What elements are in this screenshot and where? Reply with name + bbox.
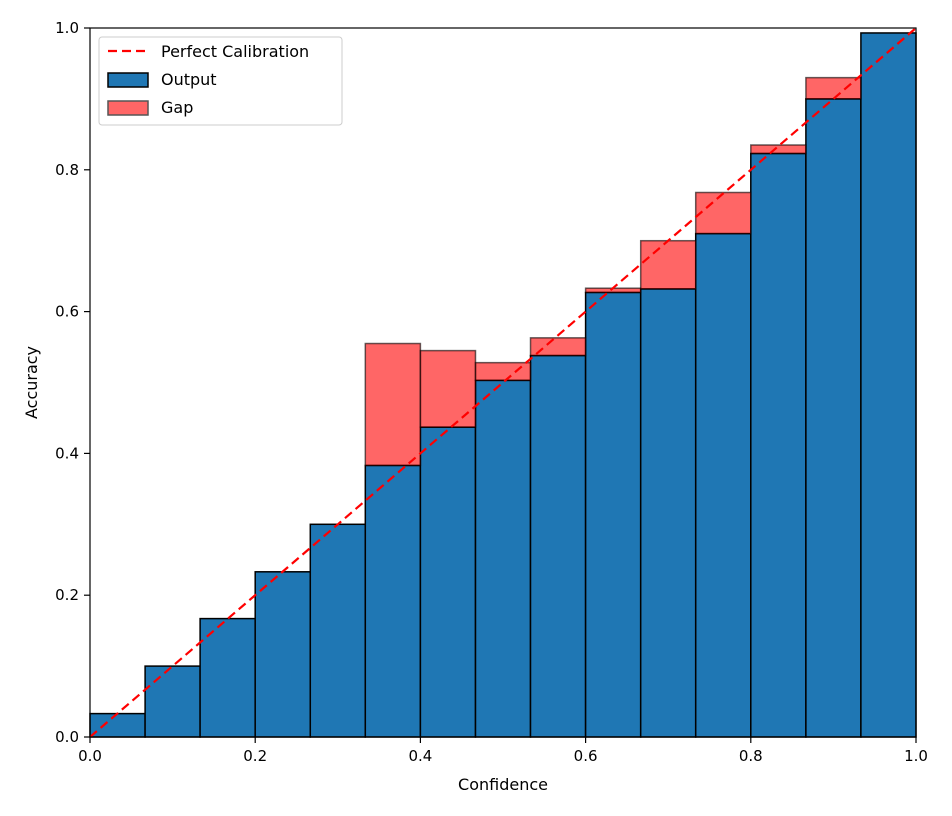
output-bar (254, 571, 312, 738)
output-bar (89, 712, 146, 738)
gap-bar (694, 191, 752, 235)
y-tick-label: 0.0 (55, 728, 79, 746)
gap-bar (474, 361, 532, 382)
gap-bar (419, 349, 477, 428)
output-bar (199, 617, 256, 738)
output-bar (529, 354, 587, 738)
x-tick-label: 0.8 (739, 747, 763, 765)
output-bar (694, 232, 752, 738)
output-bar (805, 98, 862, 738)
plot-frame (89, 27, 917, 738)
y-tick-label: 0.2 (55, 586, 79, 604)
output-bar (419, 426, 477, 738)
y-tick-label: 0.8 (55, 161, 79, 179)
y-tick-label: 0.6 (55, 303, 79, 321)
legend-label-perfect-calibration: Perfect Calibration (161, 42, 309, 61)
y-tick-label: 1.0 (55, 19, 79, 37)
output-bar (639, 288, 697, 738)
output-bar (584, 291, 642, 738)
legend-label-gap: Gap (161, 98, 193, 117)
gap-bar (364, 342, 422, 467)
legend-label-output: Output (161, 70, 217, 89)
output-bars (89, 32, 917, 738)
output-bar (860, 32, 917, 738)
output-bar (750, 152, 807, 738)
gap-bar (750, 144, 807, 155)
x-tick-label: 0.0 (78, 747, 102, 765)
legend-swatch-gap (107, 100, 149, 116)
output-bar (144, 665, 201, 738)
output-bar (309, 523, 367, 738)
gap-bar (639, 239, 697, 290)
legend-box (98, 36, 343, 126)
legend: Perfect Calibration Output Gap (98, 36, 343, 126)
gap-bars (364, 76, 862, 467)
output-bar (474, 379, 532, 738)
x-axis-label: Confidence (458, 775, 548, 794)
x-tick-label: 0.2 (243, 747, 267, 765)
y-axis: 0.0 0.2 0.4 0.6 0.8 1.0 (55, 19, 90, 746)
legend-swatch-output (107, 72, 149, 88)
y-axis-label: Accuracy (22, 346, 41, 419)
x-axis: 0.0 0.2 0.4 0.6 0.8 1.0 (78, 737, 928, 765)
y-tick-label: 0.4 (55, 444, 79, 462)
gap-bar (805, 76, 862, 100)
x-tick-label: 0.4 (408, 747, 432, 765)
x-tick-label: 0.6 (574, 747, 598, 765)
output-bar (364, 464, 422, 738)
x-tick-label: 1.0 (904, 747, 928, 765)
gap-bar (529, 337, 587, 357)
